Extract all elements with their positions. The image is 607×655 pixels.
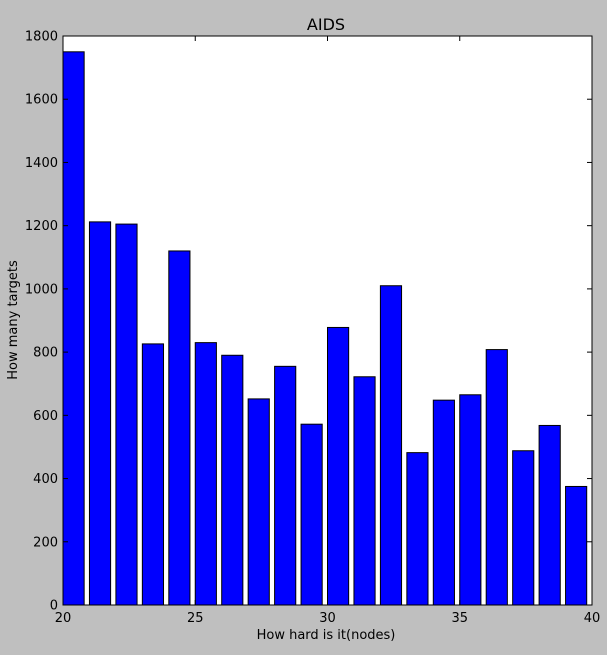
x-tick-label: 35 <box>451 611 468 626</box>
bar <box>565 485 588 606</box>
x-axis-label: How hard is it(nodes) <box>257 628 396 643</box>
bar <box>353 376 376 606</box>
bar <box>247 398 270 606</box>
x-tick-label: 25 <box>187 611 204 626</box>
y-tick-label: 200 <box>33 535 58 550</box>
bar <box>62 51 85 606</box>
bar <box>194 342 217 606</box>
bar <box>406 452 429 606</box>
y-tick-label: 600 <box>33 409 58 424</box>
bar <box>327 326 350 606</box>
x-tick-label: 30 <box>319 611 336 626</box>
bar <box>432 399 455 606</box>
bar <box>274 365 297 606</box>
y-tick-label: 1400 <box>25 156 58 171</box>
bar <box>88 221 112 606</box>
bar <box>221 354 244 606</box>
bars-group <box>62 51 588 606</box>
bar <box>141 343 165 606</box>
bar <box>485 349 508 606</box>
bar <box>300 423 323 606</box>
chart-title: AIDS <box>307 15 345 34</box>
plot-frame <box>62 35 593 606</box>
bar <box>538 424 561 606</box>
y-tick-label: 800 <box>33 346 58 361</box>
x-tick-label: 20 <box>55 611 72 626</box>
tick-labels-group: 20 25 30 35 40020040060080010001200140016001… <box>25 30 600 627</box>
y-tick-label: 0 <box>50 599 58 614</box>
x-tick-label: 40 <box>584 611 601 626</box>
y-tick-label: 1800 <box>25 30 58 45</box>
bar <box>379 285 403 606</box>
bar <box>115 223 138 606</box>
bar <box>512 450 535 606</box>
y-tick-label: 400 <box>33 472 58 487</box>
y-tick-label: 1200 <box>25 219 58 234</box>
y-tick-label: 1000 <box>25 282 58 297</box>
y-tick-label: 1600 <box>25 93 58 108</box>
bar <box>459 394 482 606</box>
bar <box>168 250 191 606</box>
y-axis-label: How many targets <box>6 260 21 380</box>
